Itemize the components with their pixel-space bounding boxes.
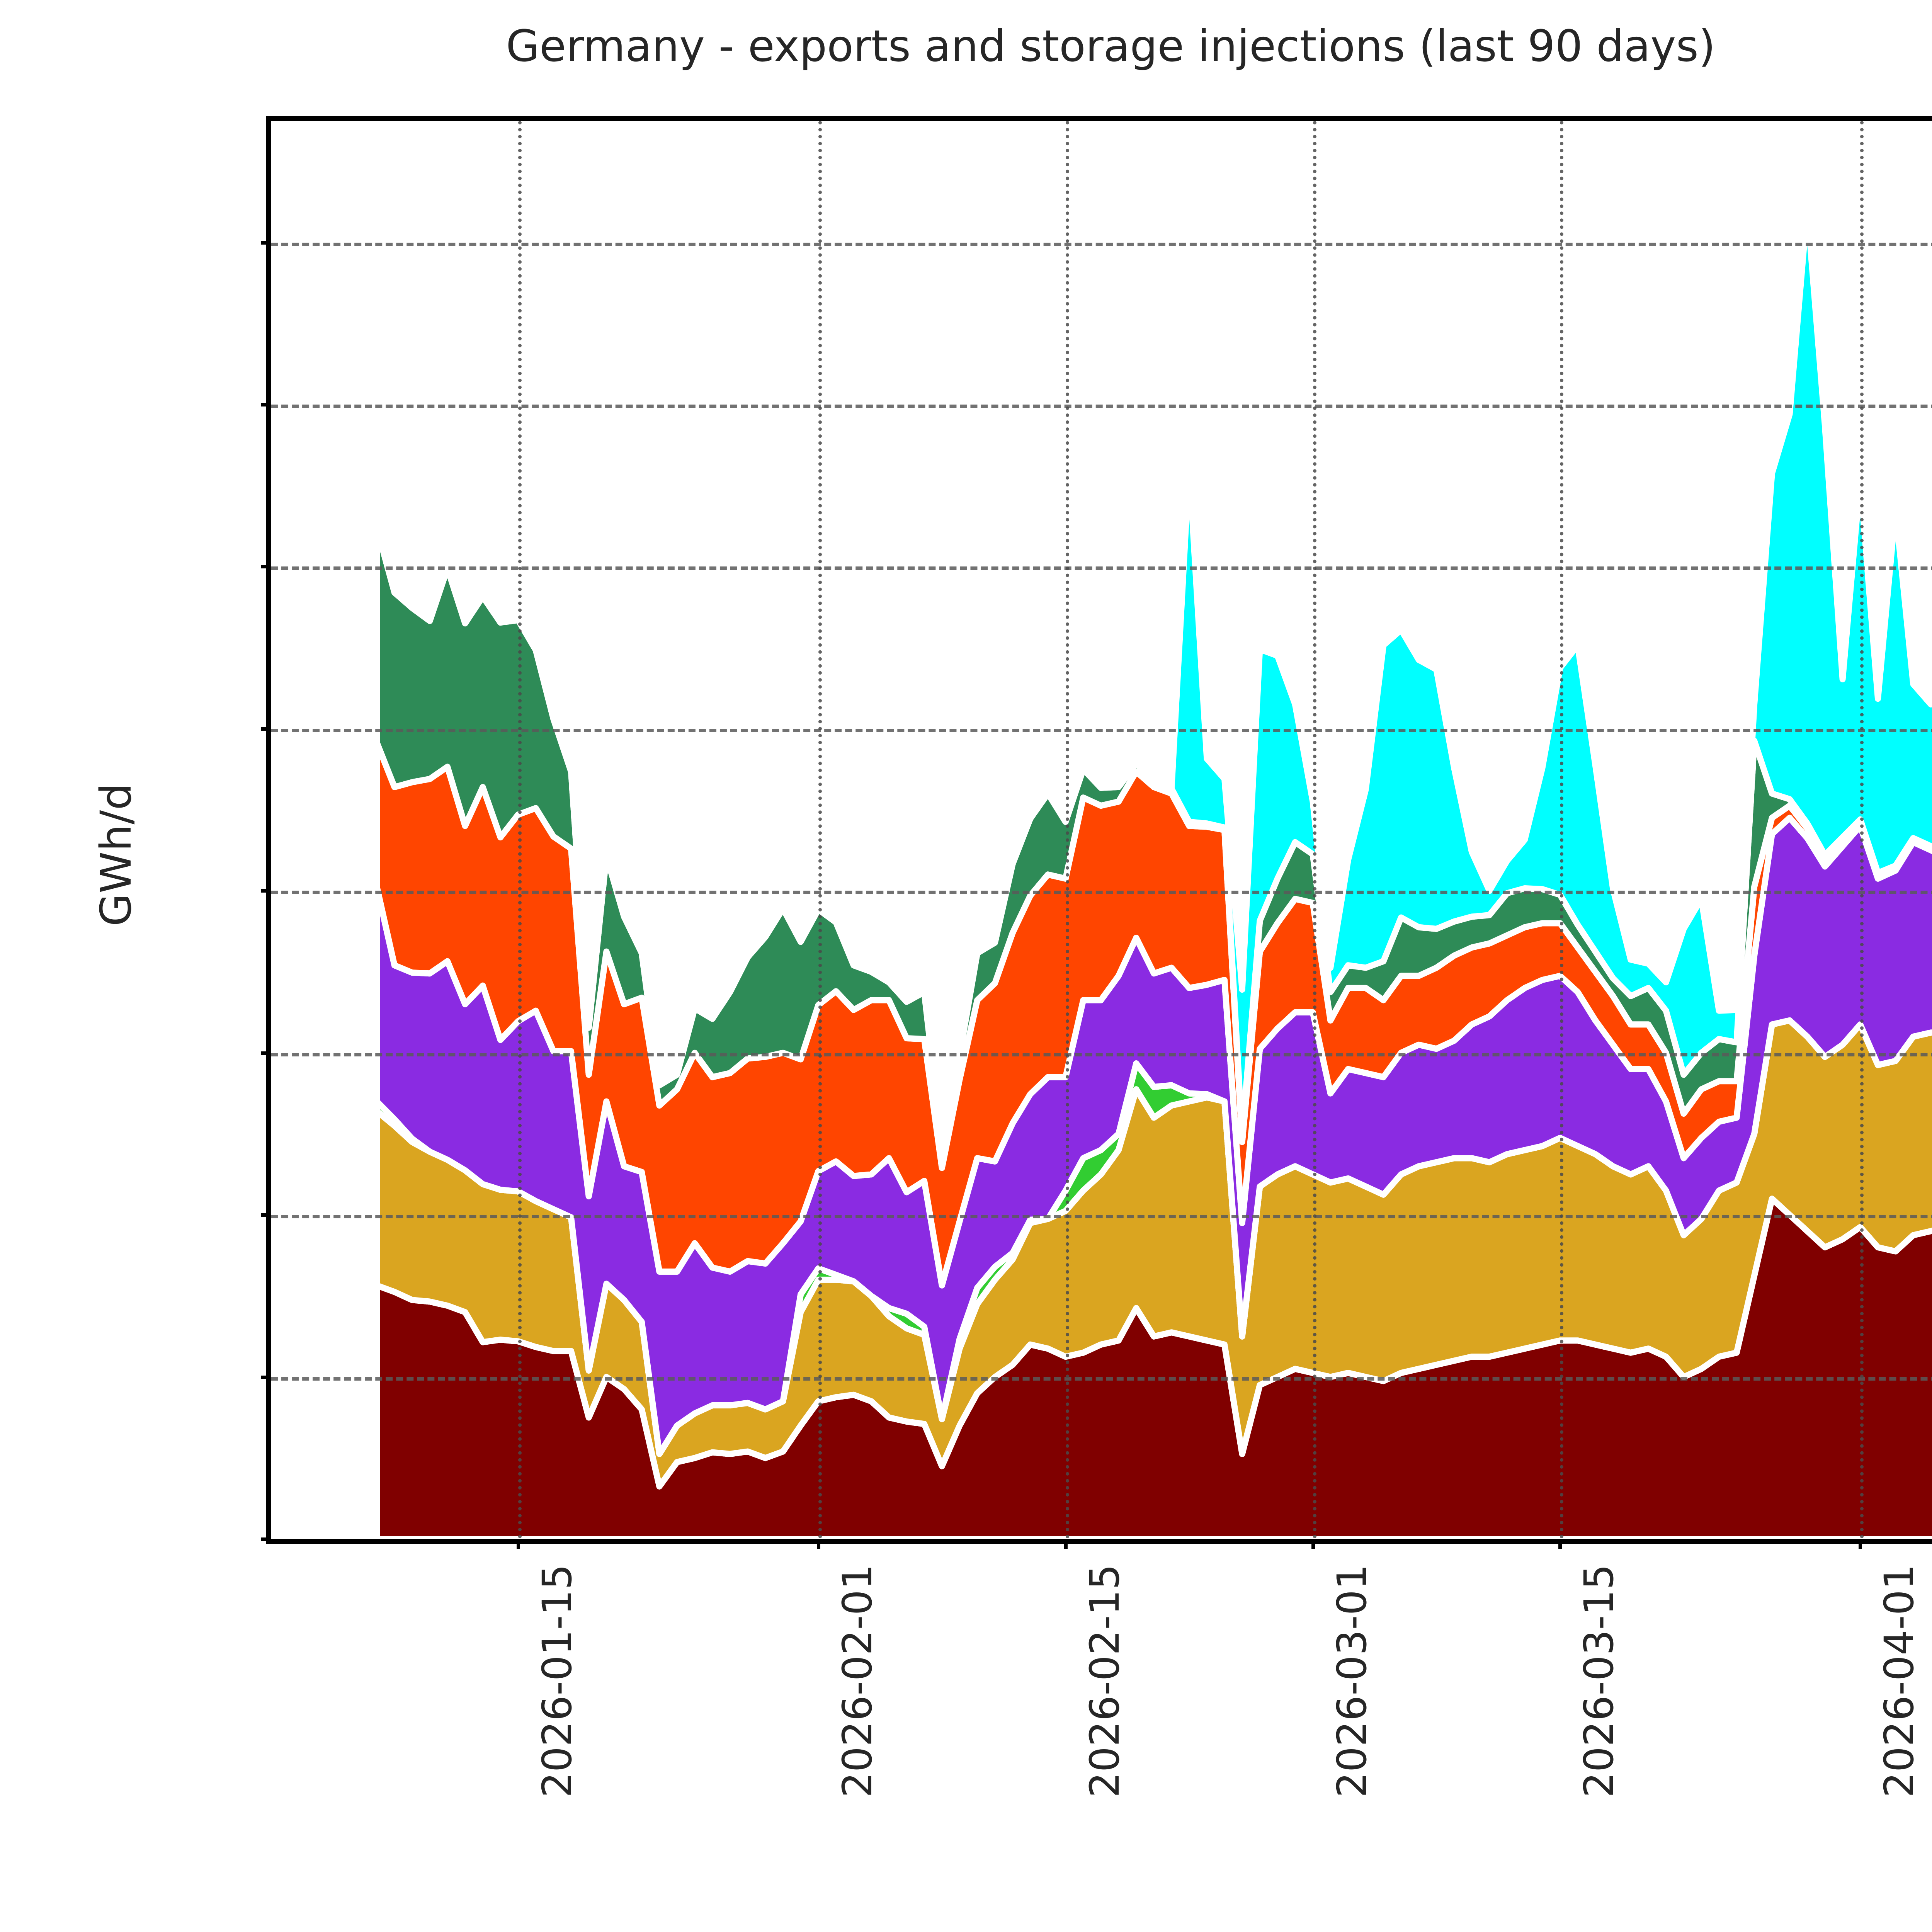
gridline-vertical <box>1860 121 1864 1539</box>
gridline-horizontal <box>271 405 1932 408</box>
page-title: Germany - exports and storage injections… <box>506 21 1716 71</box>
x-tick-mark <box>516 1539 520 1549</box>
y-tick-mark <box>261 889 271 893</box>
x-tick-label: 2026-04-01 <box>1876 1564 1923 1798</box>
plot-inner <box>271 121 1932 1539</box>
x-tick-mark <box>1558 1539 1562 1549</box>
y-tick-mark <box>261 1537 271 1541</box>
y-axis-label: GWh/d <box>91 783 141 927</box>
y-tick-mark <box>261 1213 271 1217</box>
gridline-horizontal <box>271 1215 1932 1219</box>
x-tick-label: 2026-02-01 <box>833 1564 881 1798</box>
area-series <box>374 204 1932 1151</box>
plot-area <box>266 116 1932 1544</box>
y-tick-mark <box>261 403 271 406</box>
gridline-vertical <box>518 121 522 1539</box>
gridline-horizontal <box>271 242 1932 246</box>
gridline-horizontal <box>271 1053 1932 1056</box>
gridline-vertical <box>1313 121 1316 1539</box>
stacked-area-series <box>374 204 1932 1539</box>
x-tick-label: 2026-02-15 <box>1081 1564 1128 1798</box>
x-tick-label: 2026-03-15 <box>1575 1564 1623 1798</box>
y-tick-mark <box>261 241 271 245</box>
x-tick-mark <box>1859 1539 1862 1549</box>
y-tick-mark <box>261 1375 271 1379</box>
y-tick-mark <box>261 565 271 569</box>
gridline-horizontal <box>271 891 1932 895</box>
y-tick-mark <box>261 1051 271 1055</box>
gridline-horizontal <box>271 566 1932 570</box>
x-tick-mark <box>1311 1539 1315 1549</box>
x-tick-label: 2026-01-15 <box>533 1564 581 1798</box>
gridline-horizontal <box>271 1377 1932 1381</box>
x-tick-label: 2026-03-01 <box>1328 1564 1376 1798</box>
gridline-vertical <box>1065 121 1069 1539</box>
gridline-horizontal <box>271 728 1932 732</box>
gridline-vertical <box>1560 121 1564 1539</box>
y-tick-mark <box>261 727 271 731</box>
x-tick-mark <box>1064 1539 1068 1549</box>
gridline-vertical <box>818 121 822 1539</box>
x-tick-mark <box>816 1539 820 1549</box>
